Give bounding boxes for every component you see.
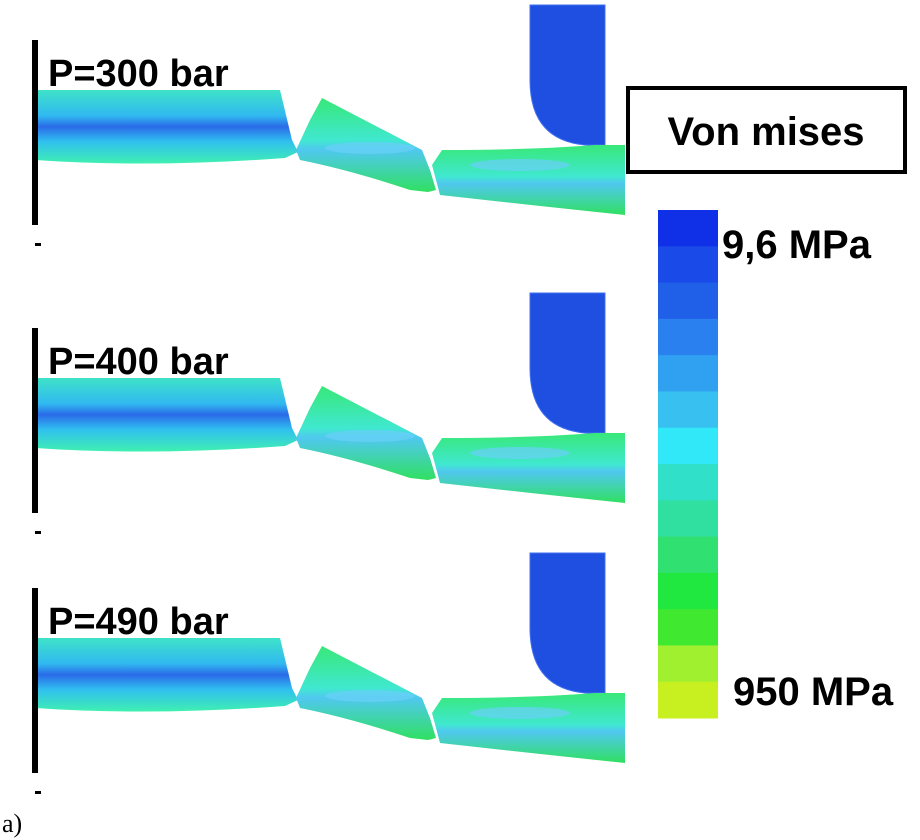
tick	[35, 243, 41, 246]
color-band	[658, 645, 718, 683]
beam-right	[432, 145, 625, 215]
color-band	[658, 391, 718, 429]
scale-top-label: 9,6 MPa	[722, 223, 872, 267]
stress-band	[325, 430, 415, 442]
color-band	[658, 318, 718, 356]
stress-band	[470, 159, 570, 171]
color-band	[658, 282, 718, 320]
beam-left	[35, 90, 298, 164]
beam-right	[432, 433, 625, 503]
color-band	[658, 536, 718, 574]
stress-band	[325, 142, 415, 154]
symmetry-line	[32, 40, 38, 225]
legend-box	[626, 86, 907, 174]
panel: P=400 bar	[32, 292, 625, 534]
beam-right	[432, 693, 625, 763]
color-band	[658, 464, 718, 501]
caption: a)	[2, 809, 22, 838]
pressure-label: P=400 bar	[48, 341, 229, 383]
color-band	[658, 210, 718, 247]
color-band	[658, 355, 718, 392]
color-band	[658, 572, 718, 610]
panel: P=300 bar	[32, 4, 625, 246]
tick	[35, 791, 41, 794]
color-band	[658, 609, 718, 646]
roller	[529, 4, 606, 146]
scale-bottom-label: 950 MPa	[733, 670, 894, 714]
pressure-label: P=300 bar	[48, 53, 229, 95]
color-band	[658, 246, 718, 284]
roller	[529, 552, 606, 694]
symmetry-line	[32, 328, 38, 513]
roller	[529, 292, 606, 434]
stress-band	[470, 447, 570, 459]
color-band	[658, 681, 718, 719]
panels: P=300 bar P=400 bar P=490 bar	[32, 4, 625, 794]
beam-left	[35, 638, 298, 712]
color-band	[658, 500, 718, 538]
stress-band	[470, 707, 570, 719]
color-band	[658, 427, 718, 465]
legend-title: Von mises	[667, 110, 864, 154]
symmetry-line	[32, 588, 38, 773]
stress-band	[325, 690, 415, 702]
beam-left	[35, 378, 298, 452]
panel: P=490 bar	[32, 552, 625, 794]
colorbar	[658, 210, 718, 719]
pressure-label: P=490 bar	[48, 601, 229, 643]
tick	[35, 531, 41, 534]
